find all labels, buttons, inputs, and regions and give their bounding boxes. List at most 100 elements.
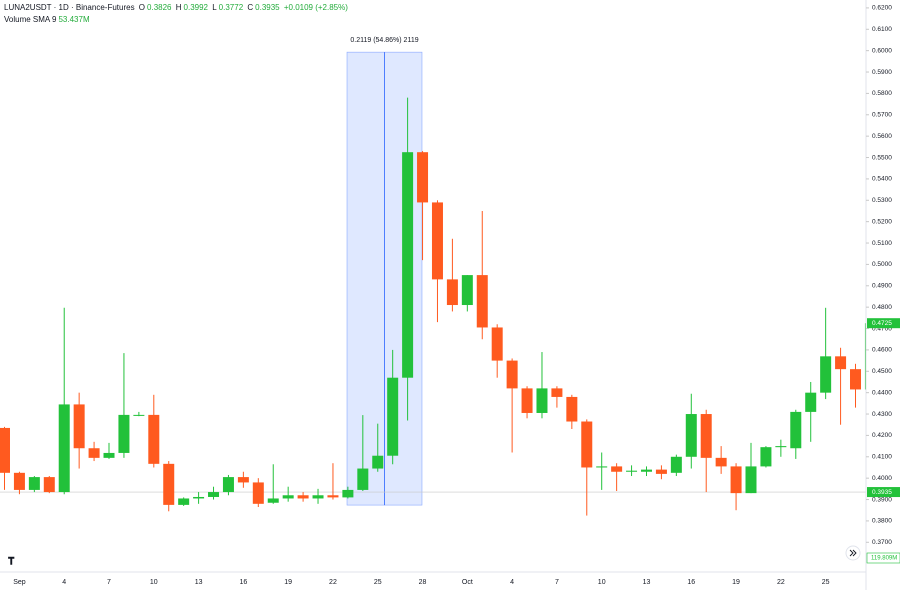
y-tick-label: 0.5400 [872,176,892,183]
candle-body [521,388,533,413]
candle-body [417,152,429,203]
candle-body [446,279,458,306]
x-tick-label: Oct [462,579,473,586]
value: 0.3772 [218,3,244,12]
time-axis [0,572,900,590]
candle-body [372,455,384,469]
x-tick-label: 13 [195,579,203,586]
y-tick-label: 0.5300 [872,197,892,204]
candle-body [850,369,862,390]
candle-body [282,495,294,499]
candle-body [640,469,652,472]
candle-body [237,477,249,483]
x-tick-label: 28 [419,579,427,586]
y-tick-label: 0.4200 [872,432,892,439]
label: C [247,3,254,12]
candle-body [58,404,70,493]
candle-body [357,468,369,490]
candle-body [655,469,667,474]
candle-body [626,470,638,472]
x-tick-label: 22 [777,579,785,586]
price-badge-label: 0.4725 [872,320,892,327]
candle-body [491,327,503,361]
candle-body [805,392,817,412]
candle-body [581,421,593,468]
x-tick-label: 25 [822,579,830,586]
x-tick-label: Sep [13,579,26,586]
candle-body [387,377,399,456]
candle-body [118,414,130,453]
candle-body [760,447,772,467]
candle-body [461,275,473,306]
candle-body [775,446,787,448]
y-tick-label: 0.3700 [872,539,892,546]
y-tick-label: 0.5500 [872,154,892,161]
candle-body [163,463,175,505]
candle-body [730,466,742,494]
candle-body [685,414,697,457]
candle-body [476,275,488,328]
y-tick-label: 0.3800 [872,518,892,525]
y-tick-label: 0.5900 [872,69,892,76]
scroll-icon [849,549,857,557]
x-tick-label: 4 [510,579,514,586]
value: 0.3826 [147,3,172,12]
y-tick-label: 0.4500 [872,368,892,375]
x-tick-label: 19 [284,579,292,586]
candle-body [28,477,40,490]
candle-body [566,396,578,422]
candle-body [431,202,443,280]
candle-body [0,427,10,473]
candle-body [327,495,339,498]
candle-body [835,356,847,370]
x-tick-label: 4 [62,579,66,586]
y-tick-label: 0.4700 [872,325,892,332]
candle-body [715,457,727,467]
candle-body [790,411,802,449]
x-tick-label: 16 [239,579,247,586]
candle-body [178,498,190,505]
x-tick-label: 25 [374,579,382,586]
label: H [175,3,182,12]
candle-body [267,498,279,503]
candle-body [745,466,757,494]
volume-header: Volume SMA 9 53.437M [4,15,92,24]
y-tick-label: 0.6000 [872,47,892,54]
y-tick-label: 0.4100 [872,454,892,461]
y-tick-label: 0.6100 [872,26,892,33]
ohlc-header: LUNA2USDT · 1D · Binance-Futures O 0.3826… [4,3,350,12]
y-tick-label: 0.4000 [872,475,892,482]
candle-body [312,495,324,499]
candle-body [670,456,682,473]
y-tick-label: 0.5200 [872,218,892,225]
x-tick-label: 22 [329,579,337,586]
candle-body [342,489,354,498]
candle-body [43,477,55,493]
y-tick-label: 0.5600 [872,133,892,140]
y-tick-label: 0.6200 [872,5,892,12]
value: 0.3992 [183,3,208,12]
candle-body [73,404,85,449]
price-badge [867,318,900,329]
candle-body [148,414,160,464]
indicator-name: Volume SMA 9 [4,15,57,24]
label: L [212,3,217,12]
candle-body [103,452,115,458]
candle-body [536,388,548,413]
candle-body [506,360,518,389]
price-badge [867,487,900,498]
y-tick-label: 0.5100 [872,240,892,247]
price-badge-label: 0.3935 [872,489,892,496]
candle-body [402,152,414,378]
volume-badge-label: 119.809M [871,556,897,562]
y-tick-label: 0.4400 [872,389,892,396]
y-tick-label: 0.4600 [872,347,892,354]
candle-body [13,472,25,490]
candle-body [252,482,264,504]
candle-body [222,477,234,493]
candle-body [820,356,832,393]
label: O [138,3,146,12]
y-tick-label: 0.4900 [872,283,892,290]
